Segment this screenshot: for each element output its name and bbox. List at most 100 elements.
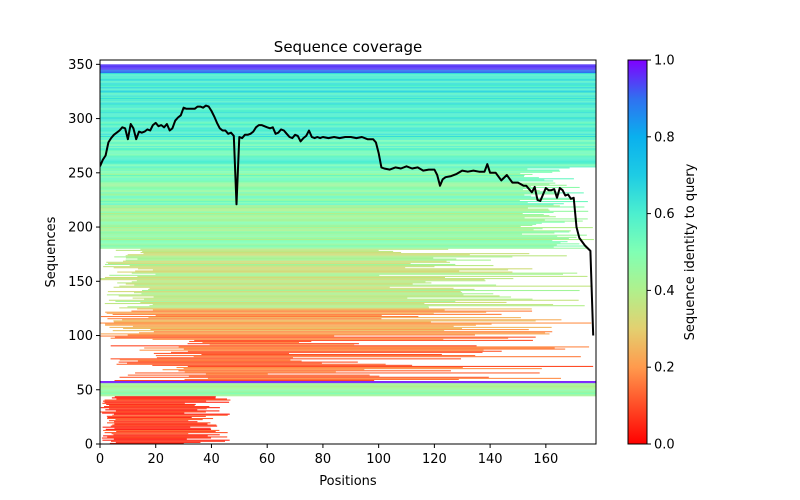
heatmap-row [110, 337, 509, 339]
heatmap-row [100, 196, 536, 198]
x-tick-label: 80 [315, 452, 332, 467]
heatmap-row [176, 366, 463, 369]
heatmap-row [100, 69, 596, 71]
heatmap-row [125, 259, 491, 261]
heatmap-row [100, 152, 596, 154]
heatmap-row [100, 221, 565, 223]
heatmap-row [100, 95, 596, 97]
colorbar-tick-label: 0.4 [654, 284, 675, 299]
heatmap-row [113, 286, 390, 288]
heatmap-row [153, 331, 553, 333]
heatmap-row [188, 375, 380, 377]
heatmap-row [111, 433, 189, 435]
heatmap-row [100, 167, 570, 169]
heatmap-row [104, 399, 231, 401]
heatmap-row [100, 236, 577, 238]
heatmap-row [100, 161, 596, 164]
heatmap-row [100, 128, 596, 130]
heatmap-row [100, 382, 596, 384]
heatmap-row [100, 163, 596, 165]
y-tick-label: 0 [85, 438, 93, 453]
colorbar-tick-label: 0.6 [654, 207, 675, 222]
heatmap-row [155, 314, 382, 316]
heatmap-row [100, 227, 593, 229]
heatmap-row [100, 180, 554, 182]
heatmap-row [100, 82, 596, 84]
heatmap-row [106, 294, 464, 296]
heatmap-row [100, 231, 570, 233]
heatmap-row [100, 112, 596, 114]
heatmap-row [119, 359, 291, 361]
heatmap-row [100, 156, 596, 158]
heatmap-row [100, 79, 596, 81]
heatmap-row [100, 203, 564, 205]
heatmap-row [115, 441, 201, 443]
heatmap-row [100, 126, 596, 128]
heatmap-row [115, 410, 220, 412]
heatmap-row [116, 398, 227, 400]
y-axis-label: Sequences [44, 216, 59, 287]
heatmap-row [100, 199, 520, 202]
heatmap-row [184, 378, 459, 380]
heatmap-row [100, 219, 545, 221]
heatmap-row [122, 260, 447, 262]
heatmap-row [114, 423, 208, 425]
heatmap-row [100, 109, 596, 111]
heatmap-row [107, 318, 382, 320]
heatmap-row [194, 339, 533, 341]
heatmap-row [148, 317, 521, 319]
x-tick-label: 160 [533, 452, 558, 467]
heatmap-row [109, 326, 552, 328]
heatmap-row [100, 88, 596, 90]
heatmap-row [100, 99, 596, 101]
heatmap-row [105, 428, 212, 430]
colorbar [627, 59, 648, 445]
colorbar-tick-label: 0.8 [654, 130, 675, 145]
heatmap-row [100, 96, 596, 98]
heatmap-row [100, 141, 596, 143]
heatmap-row [152, 309, 445, 311]
heatmap-row [102, 412, 185, 414]
heatmap-row [114, 380, 375, 382]
y-tick-label: 250 [68, 166, 93, 181]
heatmap-row [100, 177, 539, 179]
heatmap-row [100, 183, 550, 185]
heatmap-row [100, 165, 596, 167]
heatmap-row [100, 184, 567, 186]
heatmap-row [106, 415, 206, 417]
heatmap-row [100, 74, 596, 76]
heatmap-row [107, 291, 461, 293]
heatmap-row [100, 224, 533, 226]
heatmap-row [100, 144, 596, 146]
heatmap-row [107, 417, 214, 420]
heatmap-row [170, 351, 483, 353]
heatmap-row [100, 100, 596, 102]
y-tick-label: 150 [68, 275, 93, 290]
heatmap-row [100, 104, 596, 106]
heatmap-row [100, 173, 533, 175]
heatmap-row [139, 349, 484, 351]
x-tick-label: 120 [422, 452, 447, 467]
heatmap-row [115, 419, 203, 421]
x-tick-label: 60 [259, 452, 276, 467]
heatmap-row [100, 150, 596, 152]
heatmap-row [100, 201, 588, 203]
heatmap-row [100, 191, 557, 193]
heatmap-row [100, 166, 596, 168]
heatmap-row [100, 153, 596, 155]
colorbar-axis: 0.0 0.2 0.4 0.6 0.8 1.0 [647, 54, 675, 453]
heatmap-row [134, 284, 497, 286]
heatmap-row [105, 409, 198, 411]
heatmap-row [137, 275, 588, 277]
heatmap-row [100, 243, 580, 245]
heatmap-row [100, 335, 335, 337]
heatmap-row [100, 73, 596, 75]
heatmap-row [118, 295, 500, 297]
heatmap-row [100, 134, 596, 136]
x-tick-label: 140 [478, 452, 503, 467]
heatmap-row [201, 353, 442, 356]
heatmap-row [100, 139, 596, 141]
heatmap-row [113, 413, 230, 415]
heatmap-row [131, 272, 578, 274]
heatmap-row [100, 215, 550, 217]
